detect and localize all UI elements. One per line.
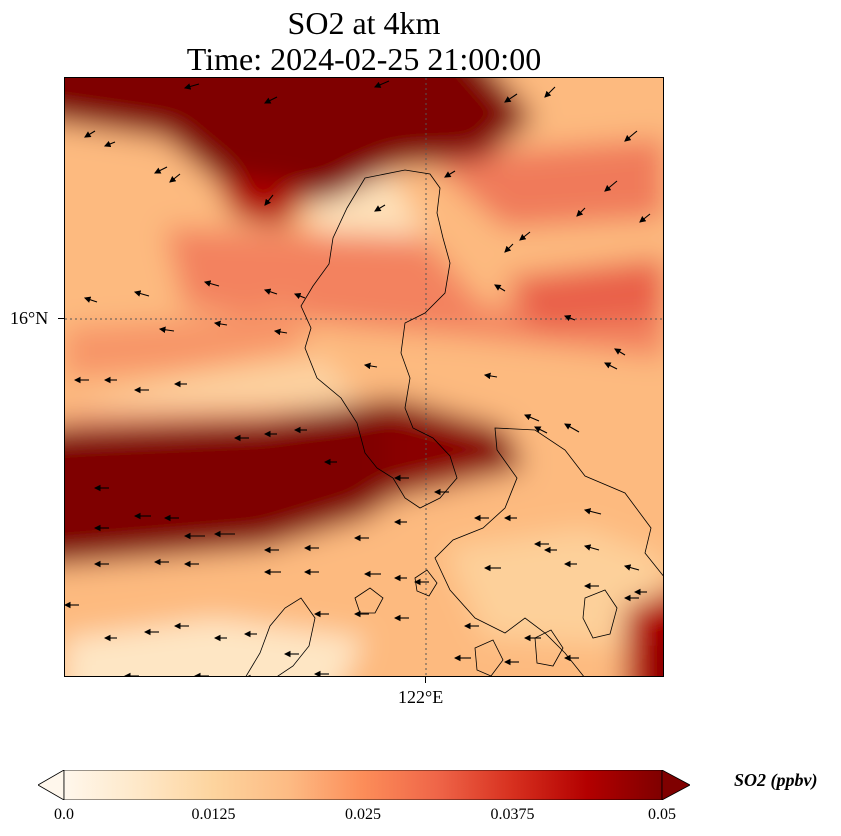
wind-arrow — [624, 130, 638, 142]
wind-arrow — [154, 166, 168, 174]
colorbar — [37, 769, 691, 801]
wind-arrow — [494, 284, 506, 292]
wind-arrow — [523, 414, 540, 422]
wind-arrow — [213, 320, 228, 328]
lat-tick-label: 16°N — [10, 308, 49, 328]
wind-arrow — [158, 326, 175, 334]
colorbar-units-label: SO2 (ppbv) — [734, 770, 818, 790]
wind-arrow — [264, 194, 274, 206]
colorbar-tick-label: 0.0375 — [490, 806, 535, 823]
wind-arrow — [504, 243, 514, 253]
wind-arrow — [203, 280, 220, 287]
coastlines — [245, 169, 663, 676]
wind-arrow — [84, 130, 96, 138]
wind-arrow — [373, 80, 390, 88]
lon-tick — [425, 677, 426, 683]
colorbar-extend-low — [37, 769, 65, 801]
wind-arrow — [363, 362, 378, 370]
wind-arrow — [293, 292, 306, 300]
wind-arrow — [614, 348, 626, 356]
wind-arrow — [83, 296, 98, 303]
wind-arrow — [519, 231, 531, 241]
wind-arrow — [169, 173, 181, 183]
so2-map — [65, 78, 663, 676]
map-title-line1: SO2 at 4km — [287, 5, 441, 41]
wind-arrow — [623, 564, 640, 571]
colorbar-svg — [37, 769, 691, 801]
wind-arrow — [604, 362, 618, 370]
wind-arrow — [374, 204, 386, 212]
wind-arrow — [544, 86, 556, 98]
colorbar-gradient — [63, 769, 663, 801]
colorbar-tick-label: 0.0125 — [191, 806, 236, 823]
wind-arrow — [273, 328, 288, 336]
wind-arrow — [583, 544, 600, 551]
colorbar-tick-label: 0.05 — [648, 806, 676, 823]
wind-arrow — [563, 314, 576, 322]
wind-arrow — [483, 372, 498, 380]
lon-tick-label: 122°E — [398, 687, 444, 707]
colorbar-tick-label: 0.025 — [345, 806, 381, 823]
colorbar-tick-label: 0.0 — [54, 806, 74, 823]
wind-arrow — [504, 93, 518, 103]
wind-arrow — [604, 180, 618, 192]
wind-arrow — [444, 170, 456, 178]
map-panel — [64, 77, 664, 677]
wind-arrow — [564, 423, 580, 433]
map-title-line2: Time: 2024-02-25 21:00:00 — [186, 41, 542, 77]
lat-tick — [58, 318, 64, 319]
wind-vectors — [65, 80, 651, 676]
wind-arrow — [263, 288, 278, 295]
wind-arrow — [264, 96, 278, 104]
wind-arrow — [583, 508, 602, 515]
wind-arrow — [639, 213, 651, 223]
so2-field — [65, 78, 663, 676]
wind-arrow — [534, 426, 548, 434]
wind-arrow — [103, 140, 116, 148]
wind-arrow — [133, 290, 150, 297]
colorbar-extend-high — [661, 769, 691, 801]
wind-arrow — [576, 207, 586, 217]
wind-arrow — [183, 83, 200, 90]
